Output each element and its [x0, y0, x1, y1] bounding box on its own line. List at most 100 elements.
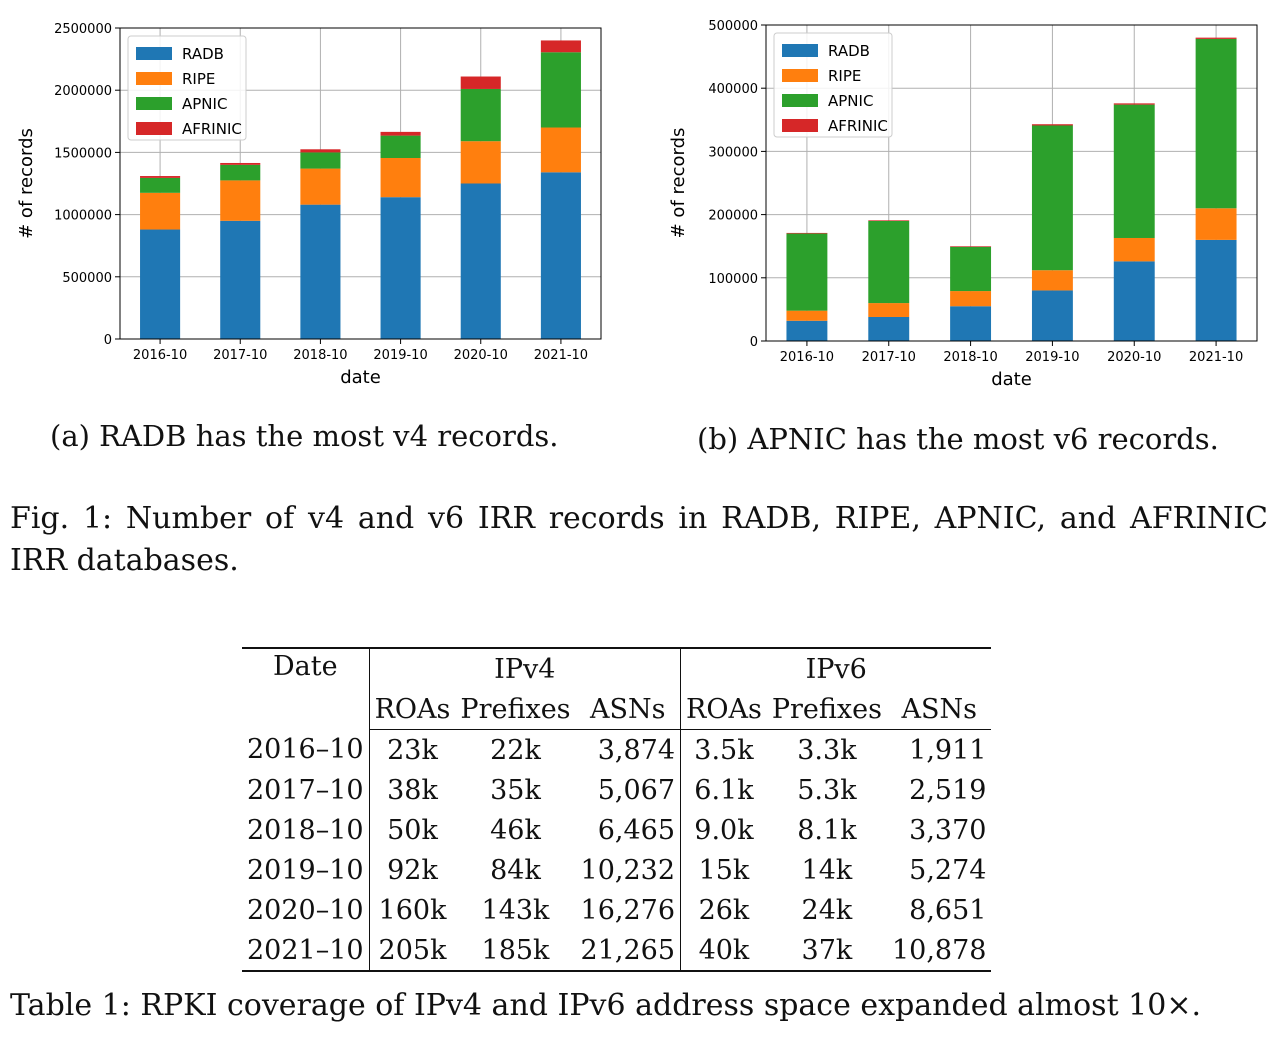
ipv4-roas-header: ROAs [369, 689, 456, 730]
ytick-label: 0 [104, 333, 112, 348]
table-cell-v4-asns: 6,465 [575, 810, 682, 850]
table-caption: Table 1: RPKI coverage of IPv4 and IPv6 … [10, 988, 1202, 1023]
xtick-label: 2016-10 [133, 348, 187, 363]
plot-frame [119, 27, 602, 340]
rpki-coverage-table: Date IPv4 IPv6 ROAs Prefixes ASNs ROAs P… [242, 647, 992, 972]
bar-ripe-2016-10 [140, 192, 181, 230]
table-cell-v6-prefixes: 14k [801, 854, 853, 886]
table-cell-date: 2016–10 [242, 729, 370, 770]
bar-radb-2018-10 [300, 204, 341, 339]
legend-label-ripe: RIPE [828, 67, 861, 85]
bar-radb-2021-10 [1195, 239, 1237, 341]
table-cell-v4-prefixes: 84k [490, 854, 541, 886]
legend-swatch-afrinic [136, 122, 172, 135]
table-cell-v6-roas: 3.5k [694, 734, 754, 766]
bar-apnic-2019-10 [380, 135, 421, 158]
table-cell-v4-roas: 205k [378, 934, 447, 966]
table-cell-date: 2020–10 [242, 890, 370, 930]
table-cell-v6-asns: 2,519 [909, 774, 987, 806]
table-cell-v6-asns: 5,274 [909, 854, 987, 886]
bar-radb-2016-10 [140, 229, 181, 339]
bar-afrinic-2020-10 [460, 76, 501, 89]
bar-afrinic-2016-10 [140, 176, 181, 178]
table-cell-v6-prefixes: 24k [801, 894, 853, 926]
ytick-label: 500000 [62, 271, 112, 286]
bar-apnic-2017-10 [868, 220, 910, 304]
ytick-label: 2000000 [54, 84, 112, 99]
bar-ripe-2018-10 [300, 168, 341, 205]
bar-radb-2019-10 [1031, 290, 1073, 341]
bar-ripe-2021-10 [1195, 208, 1237, 240]
table-cell-v4-asns: 16,276 [575, 890, 682, 930]
ipv6-group-header: IPv6 [805, 653, 867, 685]
bar-apnic-2016-10 [140, 177, 181, 193]
table-cell-v4-roas: 23k [387, 734, 438, 766]
ytick-label: 1500000 [54, 146, 112, 161]
ipv4-asns-header: ASNs [575, 689, 682, 730]
table-cell-v4-prefixes: 143k [481, 894, 550, 926]
table-row: 2021–10 205k 185k 21,265 40k 37k 10,878 [242, 930, 991, 971]
table-row: 2019–10 92k 84k 10,232 15k 14k 5,274 [242, 850, 991, 890]
x-axis-label: date [340, 367, 381, 388]
table-cell-date: 2018–10 [242, 810, 370, 850]
xtick-label: 2017-10 [862, 350, 916, 365]
bar-radb-2016-10 [786, 320, 828, 341]
bar-ripe-2021-10 [540, 127, 581, 173]
table-cell-v6-asns: 1,911 [909, 734, 987, 766]
table-column-header-row: ROAs Prefixes ASNs ROAs Prefixes ASNs [242, 689, 992, 730]
y-axis-label: # of records [16, 128, 37, 239]
ytick-label: 300000 [708, 145, 758, 160]
table-cell-v4-roas: 38k [387, 774, 438, 806]
table-cell-v6-prefixes: 8.1k [797, 814, 857, 846]
subcaption-b: (b) APNIC has the most v6 records. [697, 422, 1219, 456]
bar-apnic-2021-10 [540, 52, 581, 128]
bar-afrinic-2018-10 [950, 246, 992, 247]
bar-apnic-2018-10 [300, 152, 341, 169]
bar-afrinic-2019-10 [1031, 124, 1073, 126]
table-cell-v4-asns: 10,232 [575, 850, 682, 890]
table-cell-date: 2019–10 [242, 850, 370, 890]
table-cell-date: 2017–10 [242, 770, 370, 810]
ytick-label: 100000 [708, 272, 758, 287]
chart-v6-records: 0 100000 200000 300000 400000 500000 2016-10 20… [668, 19, 1258, 390]
bar-apnic-2018-10 [950, 246, 992, 292]
bar-afrinic-2016-10 [786, 232, 828, 234]
table-cell-v4-roas: 92k [387, 854, 438, 886]
table-row: 2020–10 160k 143k 16,276 26k 24k 8,651 [242, 890, 991, 930]
bar-radb-2018-10 [950, 306, 992, 341]
legend: RADB RIPE APNIC AFRINIC [127, 35, 247, 141]
table-cell-v6-roas: 9.0k [694, 814, 754, 846]
bar-radb-2017-10 [220, 220, 261, 339]
xtick-label: 2016-10 [780, 350, 834, 365]
ipv6-prefixes-header: Prefixes [766, 689, 887, 730]
bar-radb-2017-10 [868, 316, 910, 341]
legend-box [127, 35, 247, 141]
table-cell-v4-roas: 50k [387, 814, 438, 846]
table-cell-v4-asns: 21,265 [575, 930, 682, 971]
ipv4-group-header: IPv4 [369, 648, 682, 689]
table-cell-v4-prefixes: 22k [490, 734, 541, 766]
table-cell-v4-asns: 3,874 [575, 729, 682, 770]
ytick-label: 1000000 [54, 209, 112, 224]
bar-ripe-2016-10 [786, 310, 828, 321]
xtick-label: 2017-10 [213, 348, 267, 363]
bar-ripe-2017-10 [220, 180, 261, 221]
table-group-header-row: Date IPv4 IPv6 [242, 648, 991, 730]
xtick-label: 2021-10 [534, 348, 588, 363]
table-cell-v4-prefixes: 185k [481, 934, 550, 966]
bar-radb-2020-10 [1113, 261, 1155, 341]
legend-swatch-ripe [782, 69, 818, 82]
y-axis-label: # of records [668, 128, 689, 239]
table-cell-v6-roas: 6.1k [694, 774, 754, 806]
chart-v4-records: 0 500000 1000000 1500000 2000000 2500000 2016-… [16, 22, 602, 388]
plot-frame [765, 24, 1258, 342]
ipv6-asns-header: ASNs [886, 689, 992, 730]
xtick-label: 2018-10 [293, 348, 347, 363]
bar-ripe-2017-10 [868, 303, 910, 317]
table-cell-v4-prefixes: 35k [490, 774, 541, 806]
legend-label-radb: RADB [828, 42, 870, 60]
xtick-label: 2019-10 [1025, 350, 1079, 365]
table-cell-v6-prefixes: 37k [801, 934, 853, 966]
table-row: 2016–10 23k 22k 3,874 3.5k 3.3k 1,911 [242, 729, 991, 770]
subcaption-a: (a) RADB has the most v4 records. [50, 419, 559, 453]
